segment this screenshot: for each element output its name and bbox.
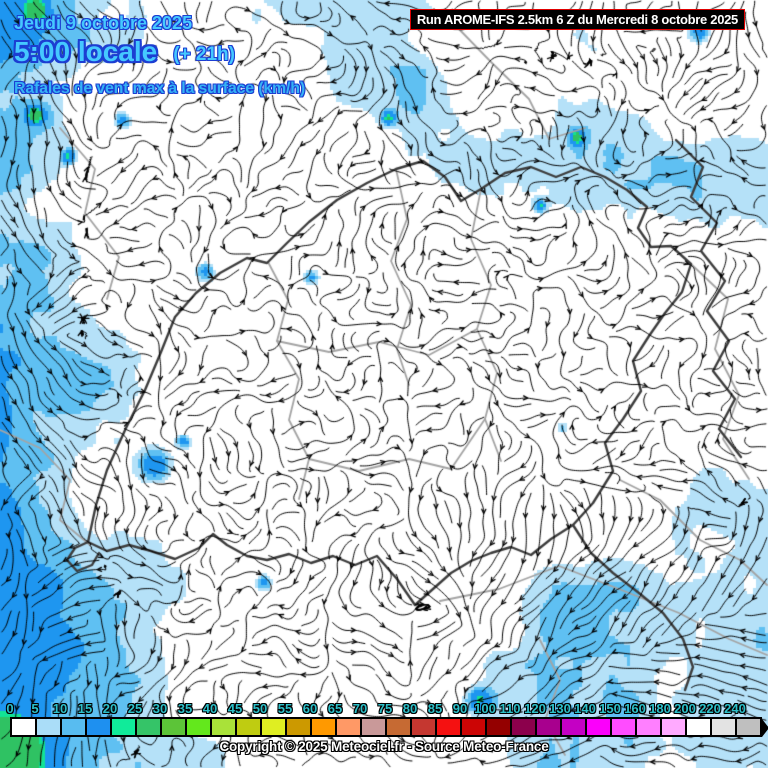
forecast-date: Jeudi 9 octobre 2025 xyxy=(14,13,193,33)
forecast-local-time: 5:00 locale xyxy=(14,36,158,67)
copyright-text: Copyright © 2025 Meteociel.fr - Source M… xyxy=(219,739,549,754)
model-run-label: Run AROME-IFS 2.5km 6 Z du Mercredi 8 oc… xyxy=(409,9,745,30)
map-header: Jeudi 9 octobre 2025 5:00 locale (+ 21h)… xyxy=(14,13,305,98)
forecast-time-row: 5:00 locale (+ 21h) xyxy=(14,36,305,68)
forecast-hour-offset: (+ 21h) xyxy=(173,44,235,65)
parameter-title: Rafales de vent max à la surface (km/h) xyxy=(14,80,305,97)
